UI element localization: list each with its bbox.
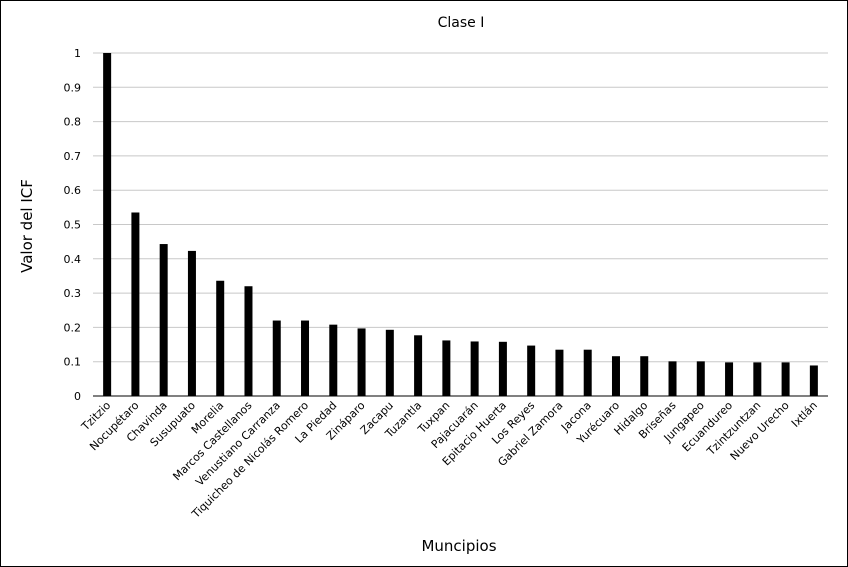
y-axis-label: Valor del ICF: [18, 179, 36, 273]
bar: [555, 349, 564, 396]
bar: [527, 345, 536, 396]
y-tick-label: 0.5: [64, 219, 82, 232]
bar: [187, 250, 196, 396]
category-labels: TzitzioNocupétaroChavindaSusupuatoMoreli…: [78, 399, 820, 522]
bar: [668, 361, 677, 396]
bar: [131, 212, 140, 396]
bar: [470, 341, 479, 396]
bar: [640, 356, 649, 396]
gridlines: [93, 52, 828, 397]
y-tick-labels: 0 0.1 0.2 0.3 0.4 0.5 0.6 0.7 0.8 0.9 1: [64, 47, 82, 403]
y-tick-label: 0: [74, 390, 81, 403]
y-tick-label: 0.9: [64, 81, 82, 94]
bar: [357, 328, 366, 396]
bar: [696, 361, 705, 396]
bar: [272, 320, 281, 396]
bar: [725, 362, 734, 396]
bar: [159, 244, 168, 396]
y-tick-label: 0.1: [64, 356, 82, 369]
y-tick-label: 0.7: [64, 150, 82, 163]
category-label: Ixtlán: [789, 399, 820, 430]
bar: [329, 324, 338, 396]
bar: [781, 362, 790, 396]
bar: [498, 341, 507, 396]
x-axis-label: Muncipios: [421, 537, 496, 555]
bar: [216, 280, 225, 396]
bar: [244, 286, 253, 396]
chart-title: Clase I: [438, 15, 485, 31]
y-tick-label: 0.2: [64, 321, 82, 334]
y-tick-label: 0.3: [64, 287, 82, 300]
bar: [583, 349, 592, 396]
y-tick-label: 1: [74, 47, 81, 60]
y-tick-label: 0.8: [64, 116, 82, 129]
bar: [611, 356, 620, 396]
bars: [103, 53, 818, 396]
bar: [442, 340, 451, 396]
bar: [753, 362, 762, 396]
bar: [301, 320, 310, 396]
bar: [385, 329, 394, 396]
bar: [414, 335, 423, 396]
y-tick-label: 0.6: [64, 184, 82, 197]
bar: [809, 365, 818, 396]
bar: [103, 53, 112, 396]
y-tick-label: 0.4: [64, 253, 82, 266]
